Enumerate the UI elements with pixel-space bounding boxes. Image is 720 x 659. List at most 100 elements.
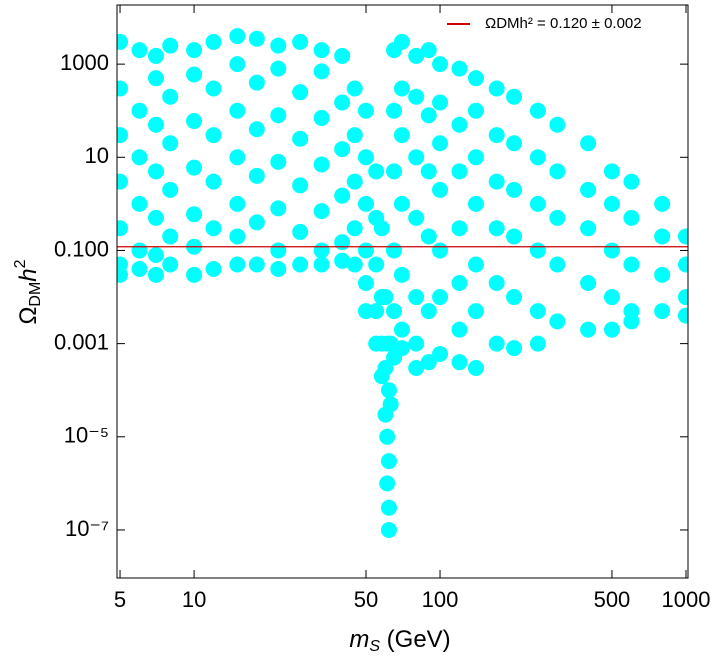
scatter-point <box>580 135 597 152</box>
scatter-point <box>420 303 437 320</box>
scatter-point <box>380 499 397 516</box>
scatter-point <box>393 340 410 357</box>
y-tick-label: 0.001 <box>54 329 109 354</box>
scatter-point <box>186 206 203 223</box>
scatter-point <box>420 228 437 245</box>
y-label-sup: 2 <box>12 259 29 268</box>
scatter-point <box>603 242 620 259</box>
scatter-point <box>603 163 620 180</box>
y-axis-label: ΩDMh2 <box>12 259 44 324</box>
scatter-point <box>603 289 620 306</box>
scatter-point <box>529 102 546 119</box>
scatter-point <box>506 340 523 357</box>
scatter-point <box>408 149 425 166</box>
scatter-point <box>313 203 330 220</box>
scatter-point <box>162 181 179 198</box>
scatter-point <box>248 256 265 273</box>
scatter-point <box>432 135 449 152</box>
scatter-point <box>432 94 449 111</box>
scatter-point <box>248 121 265 138</box>
scatter-point <box>357 102 374 119</box>
scatter-point <box>549 209 566 226</box>
scatter-point <box>373 220 390 237</box>
scatter-point <box>506 181 523 198</box>
x-tick-label: 50 <box>354 587 378 612</box>
scatter-point <box>147 70 164 87</box>
scatter-point <box>549 163 566 180</box>
scatter-point <box>488 220 505 237</box>
scatter-point <box>529 149 546 166</box>
scatter-point <box>186 66 203 83</box>
x-axis-label: mS (GeV) <box>349 626 450 655</box>
scatter-point <box>386 242 403 259</box>
scatter-point <box>229 256 246 273</box>
scatter-point <box>380 521 397 538</box>
scatter-point <box>451 321 468 338</box>
scatter-point <box>467 149 484 166</box>
scatter-point <box>162 135 179 152</box>
scatter-point <box>386 163 403 180</box>
scatter-point <box>408 335 425 352</box>
scatter-point <box>346 173 363 190</box>
scatter-point <box>229 56 246 73</box>
scatter-point <box>368 256 385 273</box>
scatter-point <box>131 242 148 259</box>
scatter-point <box>432 345 449 362</box>
scatter-point <box>117 80 129 97</box>
scatter-point <box>186 113 203 130</box>
scatter-point <box>529 242 546 259</box>
scatter-point <box>623 173 640 190</box>
scatter-point <box>292 130 309 147</box>
scatter-point <box>368 303 385 320</box>
scatter-point <box>292 177 309 194</box>
scatter-point <box>603 195 620 212</box>
scatter-point <box>580 321 597 338</box>
scatter-point <box>386 303 403 320</box>
scatter-point <box>451 116 468 133</box>
scatter-point <box>346 220 363 237</box>
scatter-point <box>654 195 671 212</box>
scatter-point <box>147 116 164 133</box>
y-tick-label: 0.100 <box>54 236 109 261</box>
scatter-point <box>186 159 203 176</box>
scatter-point <box>368 163 385 180</box>
scatter-point <box>334 94 351 111</box>
scatter-point <box>506 88 523 105</box>
scatter-point <box>393 321 410 338</box>
scatter-point <box>334 252 351 269</box>
scatter-point <box>467 303 484 320</box>
scatter-point <box>117 266 129 283</box>
scatter-point <box>205 220 222 237</box>
scatter-point <box>248 214 265 231</box>
scatter-points <box>117 28 688 538</box>
scatter-point <box>334 187 351 204</box>
scatter-point <box>677 228 688 245</box>
plot-frame <box>116 4 689 579</box>
scatter-point <box>229 149 246 166</box>
scatter-point <box>313 242 330 259</box>
scatter-point <box>205 33 222 50</box>
scatter-point <box>186 42 203 59</box>
scatter-point <box>432 289 449 306</box>
scatter-point <box>270 153 287 170</box>
scatter-point <box>420 354 437 371</box>
scatter-point <box>377 289 394 306</box>
y-tick-label: 10⁻⁷ <box>65 516 109 541</box>
x-tick-label: 5 <box>114 587 126 612</box>
scatter-point <box>623 256 640 273</box>
scatter-point <box>623 313 640 330</box>
scatter-point <box>549 313 566 330</box>
scatter-point <box>334 141 351 158</box>
scatter-point <box>506 135 523 152</box>
scatter-point <box>229 228 246 245</box>
scatter-point <box>393 195 410 212</box>
scatter-point <box>488 80 505 97</box>
scatter-point <box>549 256 566 273</box>
scatter-point <box>292 33 309 50</box>
scatter-point <box>334 47 351 64</box>
scatter-point <box>393 80 410 97</box>
scatter-point <box>654 303 671 320</box>
scatter-point <box>117 33 129 50</box>
scatter-point <box>292 223 309 240</box>
